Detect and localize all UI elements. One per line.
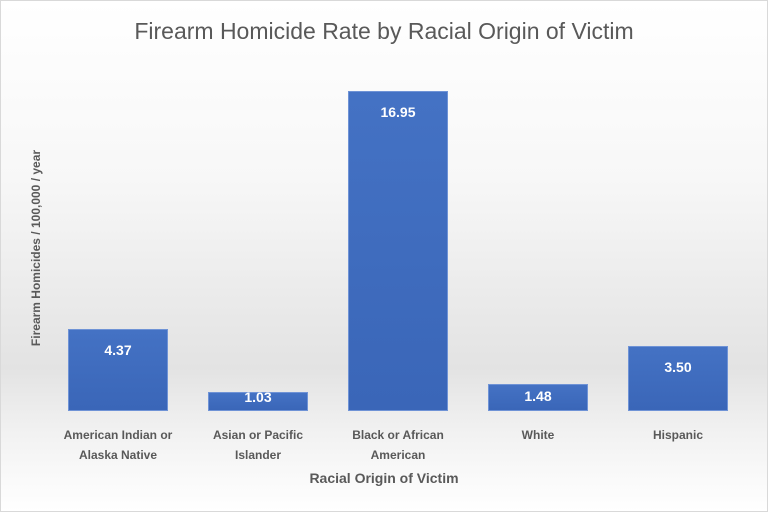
x-tick-black-african-american: Black or African American [328, 425, 468, 465]
plot-area: 4.37 1.03 16.95 1.48 3.50 [48, 60, 748, 411]
data-label: 4.37 [104, 342, 132, 358]
data-label: 1.48 [524, 388, 552, 404]
tick-line: Black or African [352, 428, 444, 442]
bar-american-indian: 4.37 [68, 329, 168, 411]
tick-line: Asian or Pacific [212, 428, 304, 442]
x-tick-hispanic: Hispanic [608, 425, 748, 445]
bar-hispanic: 3.50 [628, 346, 728, 411]
tick-line: American [370, 448, 426, 462]
data-label: 16.95 [380, 104, 416, 120]
tick-line: Alaska Native [78, 448, 158, 462]
y-axis-label: Firearm Homicides / 100,000 / year [29, 149, 43, 347]
tick-line: Islander [234, 448, 282, 462]
tick-line: White [521, 428, 555, 442]
x-tick-white: White [468, 425, 608, 445]
bar-white: 1.48 [488, 384, 588, 411]
data-label: 3.50 [664, 359, 692, 375]
tick-line: Hispanic [652, 428, 703, 442]
x-tick-american-indian: American Indian or Alaska Native [48, 425, 188, 465]
bar-black-african-american: 16.95 [348, 91, 448, 411]
bar-asian-pacific: 1.03 [208, 389, 308, 411]
x-tick-asian-pacific: Asian or Pacific Islander [188, 425, 328, 465]
chart-title: Firearm Homicide Rate by Racial Origin o… [134, 18, 634, 44]
tick-line: American Indian or [63, 428, 173, 442]
data-label: 1.03 [244, 389, 272, 405]
x-axis-label: Racial Origin of Victim [309, 470, 459, 486]
